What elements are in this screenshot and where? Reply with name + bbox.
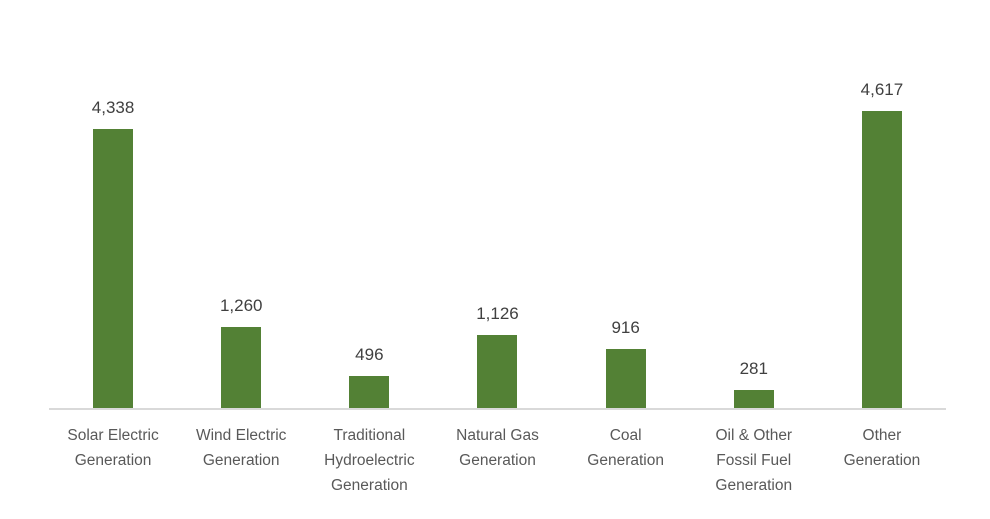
value-label: 496	[355, 345, 384, 364]
tick-label-line: Other	[862, 427, 902, 444]
bar	[349, 376, 390, 408]
x-axis-tick-label: Solar Electric Generation	[49, 410, 177, 498]
bar	[93, 129, 134, 408]
tick-label-line: Generation	[715, 477, 793, 494]
tick-label-line: Generation	[459, 452, 536, 469]
tick-label-line: Generation	[587, 452, 664, 469]
tick-label-line: Coal	[609, 427, 642, 444]
tick-label-line: Generation	[202, 452, 280, 469]
x-axis-line	[49, 408, 946, 410]
tick-label-line: Oil & Other	[715, 427, 793, 444]
plot-area: 4,338 1,260 496 1,126 916 281 4,617	[49, 0, 946, 408]
tick-label-line: Generation	[74, 452, 152, 469]
value-label: 4,617	[860, 80, 904, 99]
bar	[221, 327, 262, 408]
tick-label-line: Generation	[843, 452, 921, 469]
tick-label-line: Wind Electric	[195, 427, 287, 444]
value-label: 1,260	[219, 296, 263, 315]
bar-group: 4,338	[49, 0, 177, 408]
bar-group: 4,617	[818, 0, 946, 408]
bar	[605, 349, 646, 408]
tick-label-line: Hydroelectric	[324, 452, 415, 469]
tick-label-line: Natural Gas	[456, 427, 539, 444]
value-label: 281	[739, 359, 768, 378]
value-label: 916	[611, 318, 640, 337]
x-axis-tick-labels: Solar Electric Generation Wind Electric Gen…	[49, 410, 946, 498]
bar-group: 916	[562, 0, 690, 408]
x-axis-tick-label: Oil & Other Fossil Fuel Generation	[690, 410, 818, 498]
bar	[861, 111, 902, 408]
value-label: 1,126	[476, 304, 519, 323]
bar-group: 496	[305, 0, 433, 408]
bar	[733, 390, 774, 408]
tick-label-line: Generation	[331, 477, 408, 494]
x-axis-tick-label: Natural Gas Generation	[433, 410, 561, 498]
bar-group: 1,126	[433, 0, 561, 408]
bar-group: 1,260	[177, 0, 305, 408]
x-axis-tick-label: Other Generation	[818, 410, 946, 498]
x-axis-tick-label: Traditional Hydroelectric Generation	[305, 410, 433, 498]
x-axis-tick-label: Coal Generation	[562, 410, 690, 498]
bar-group: 281	[690, 0, 818, 408]
bar	[477, 335, 518, 408]
tick-label-line: Traditional	[333, 427, 406, 444]
x-axis-tick-label: Wind Electric Generation	[177, 410, 305, 498]
value-label: 4,338	[91, 98, 135, 117]
tick-label-line: Fossil Fuel	[716, 452, 792, 469]
tick-label-line: Solar Electric	[67, 427, 159, 444]
